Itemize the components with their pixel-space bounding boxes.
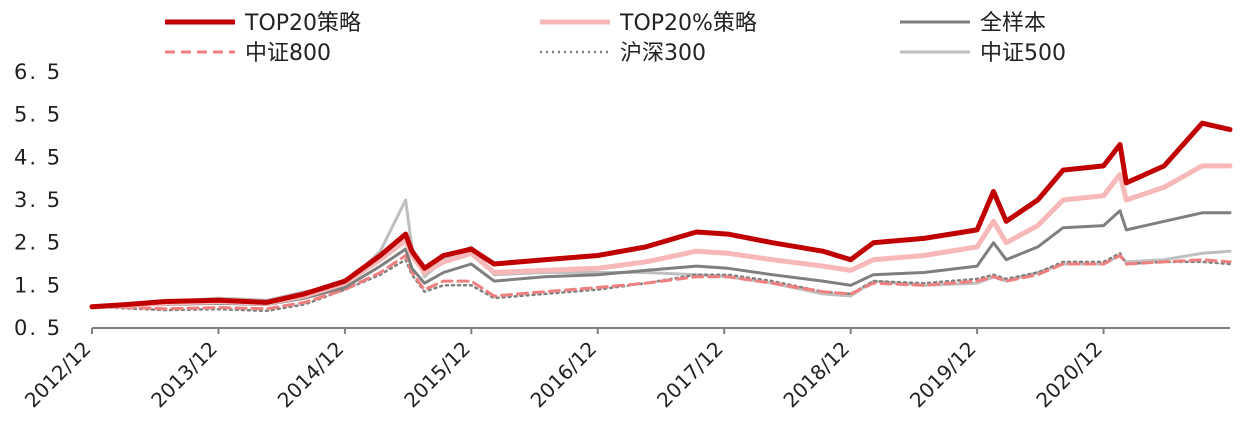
- y-tick-label: 0. 5: [14, 316, 62, 340]
- y-tick-label: 1. 5: [14, 273, 62, 297]
- x-tick-label: 2017/12: [652, 337, 728, 413]
- x-tick-label: 2014/12: [273, 337, 349, 413]
- y-tick-label: 5. 5: [14, 103, 62, 127]
- x-tick-label: 2012/12: [20, 337, 96, 413]
- y-axis: 0. 5 1. 5 2. 5 3. 5 4. 5 5. 5 6. 5: [14, 60, 62, 340]
- x-tick-label: 2020/12: [1031, 337, 1107, 413]
- y-tick-label: 4. 5: [14, 145, 62, 169]
- legend-label-series-6: 中证500: [980, 41, 1066, 66]
- x-tick-label: 2019/12: [905, 337, 981, 413]
- legend-label-series-3: 全样本: [980, 11, 1046, 36]
- series-6-line: [90, 198, 1232, 309]
- y-tick-label: 3. 5: [14, 188, 62, 212]
- x-axis: 2012/12 2013/12 2014/12 2015/12 2016/12 2017/…: [20, 328, 1107, 412]
- x-tick-label: 2013/12: [146, 337, 222, 413]
- x-tick-label: 2016/12: [526, 337, 602, 413]
- x-tick-label: 2015/12: [399, 337, 475, 413]
- plot-area: [89, 120, 1233, 313]
- legend-label-series-2: TOP20%策略: [619, 11, 757, 36]
- x-tick-label: 2018/12: [778, 337, 854, 413]
- series-3-line: [90, 209, 1232, 309]
- y-tick-label: 6. 5: [14, 60, 62, 84]
- series-1-line: [89, 120, 1233, 310]
- legend-label-series-4: 中证800: [245, 41, 331, 66]
- series-2-line: [89, 163, 1233, 310]
- y-tick-label: 2. 5: [14, 231, 62, 255]
- legend-label-series-1: TOP20策略: [244, 11, 361, 36]
- series-4-line: [90, 254, 1232, 311]
- legend-label-series-5: 沪深300: [620, 41, 706, 66]
